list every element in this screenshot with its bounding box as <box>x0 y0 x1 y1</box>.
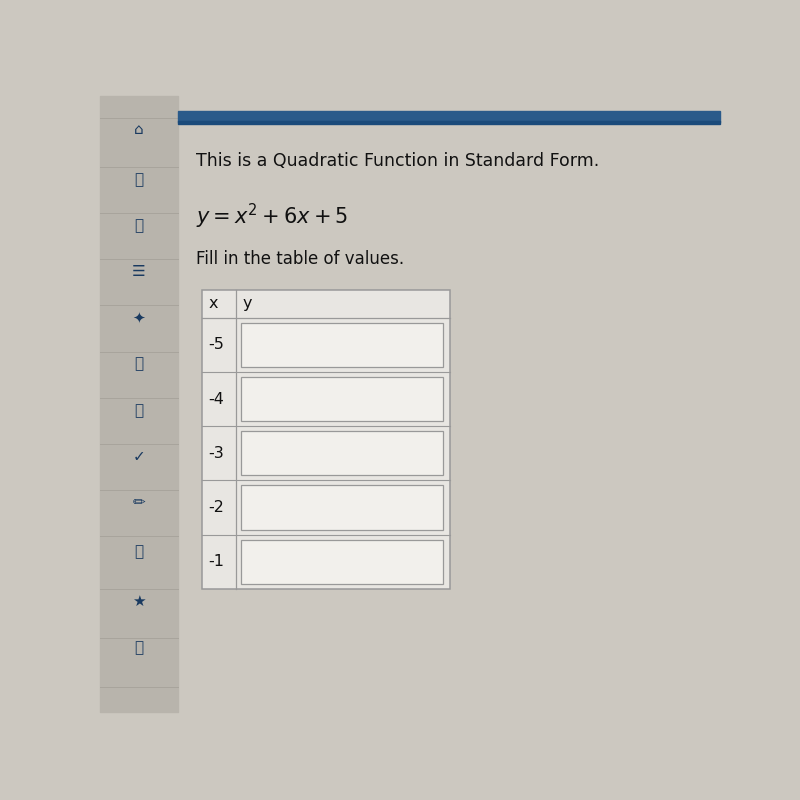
Bar <box>202 290 450 589</box>
Text: This is a Quadratic Function in Standard Form.: This is a Quadratic Function in Standard… <box>196 152 599 170</box>
Text: x: x <box>209 296 218 311</box>
Text: -4: -4 <box>209 391 224 406</box>
Text: -3: -3 <box>209 446 224 461</box>
Text: 📄: 📄 <box>134 402 143 418</box>
Bar <box>202 534 450 589</box>
Bar <box>242 486 443 530</box>
Bar <box>242 322 443 367</box>
Bar <box>202 318 450 372</box>
Text: 🎓: 🎓 <box>134 640 143 655</box>
Bar <box>202 480 450 534</box>
Text: ★: ★ <box>132 594 146 609</box>
Text: ✏: ✏ <box>132 495 145 510</box>
Text: 👤: 👤 <box>134 172 143 186</box>
Bar <box>202 290 450 318</box>
Text: -5: -5 <box>209 338 224 352</box>
Text: 🖥: 🖥 <box>134 218 143 233</box>
Bar <box>202 290 450 589</box>
Text: -1: -1 <box>209 554 225 569</box>
Bar <box>178 110 720 122</box>
Text: ✦: ✦ <box>132 310 145 326</box>
Bar <box>100 96 178 712</box>
Text: Fill in the table of values.: Fill in the table of values. <box>196 250 404 268</box>
Bar <box>178 122 720 124</box>
Text: y: y <box>242 296 252 311</box>
Bar <box>242 539 443 584</box>
Text: ✓: ✓ <box>132 449 145 464</box>
Text: ⬜: ⬜ <box>134 357 143 371</box>
Text: 📅: 📅 <box>134 544 143 559</box>
Bar <box>242 377 443 422</box>
Bar <box>202 372 450 426</box>
Bar <box>202 426 450 480</box>
Text: ☰: ☰ <box>132 264 146 279</box>
Text: $y = x^2 + 6x + 5$: $y = x^2 + 6x + 5$ <box>196 202 348 230</box>
Text: -2: -2 <box>209 500 224 515</box>
Text: ⌂: ⌂ <box>134 122 143 138</box>
Bar <box>242 431 443 475</box>
